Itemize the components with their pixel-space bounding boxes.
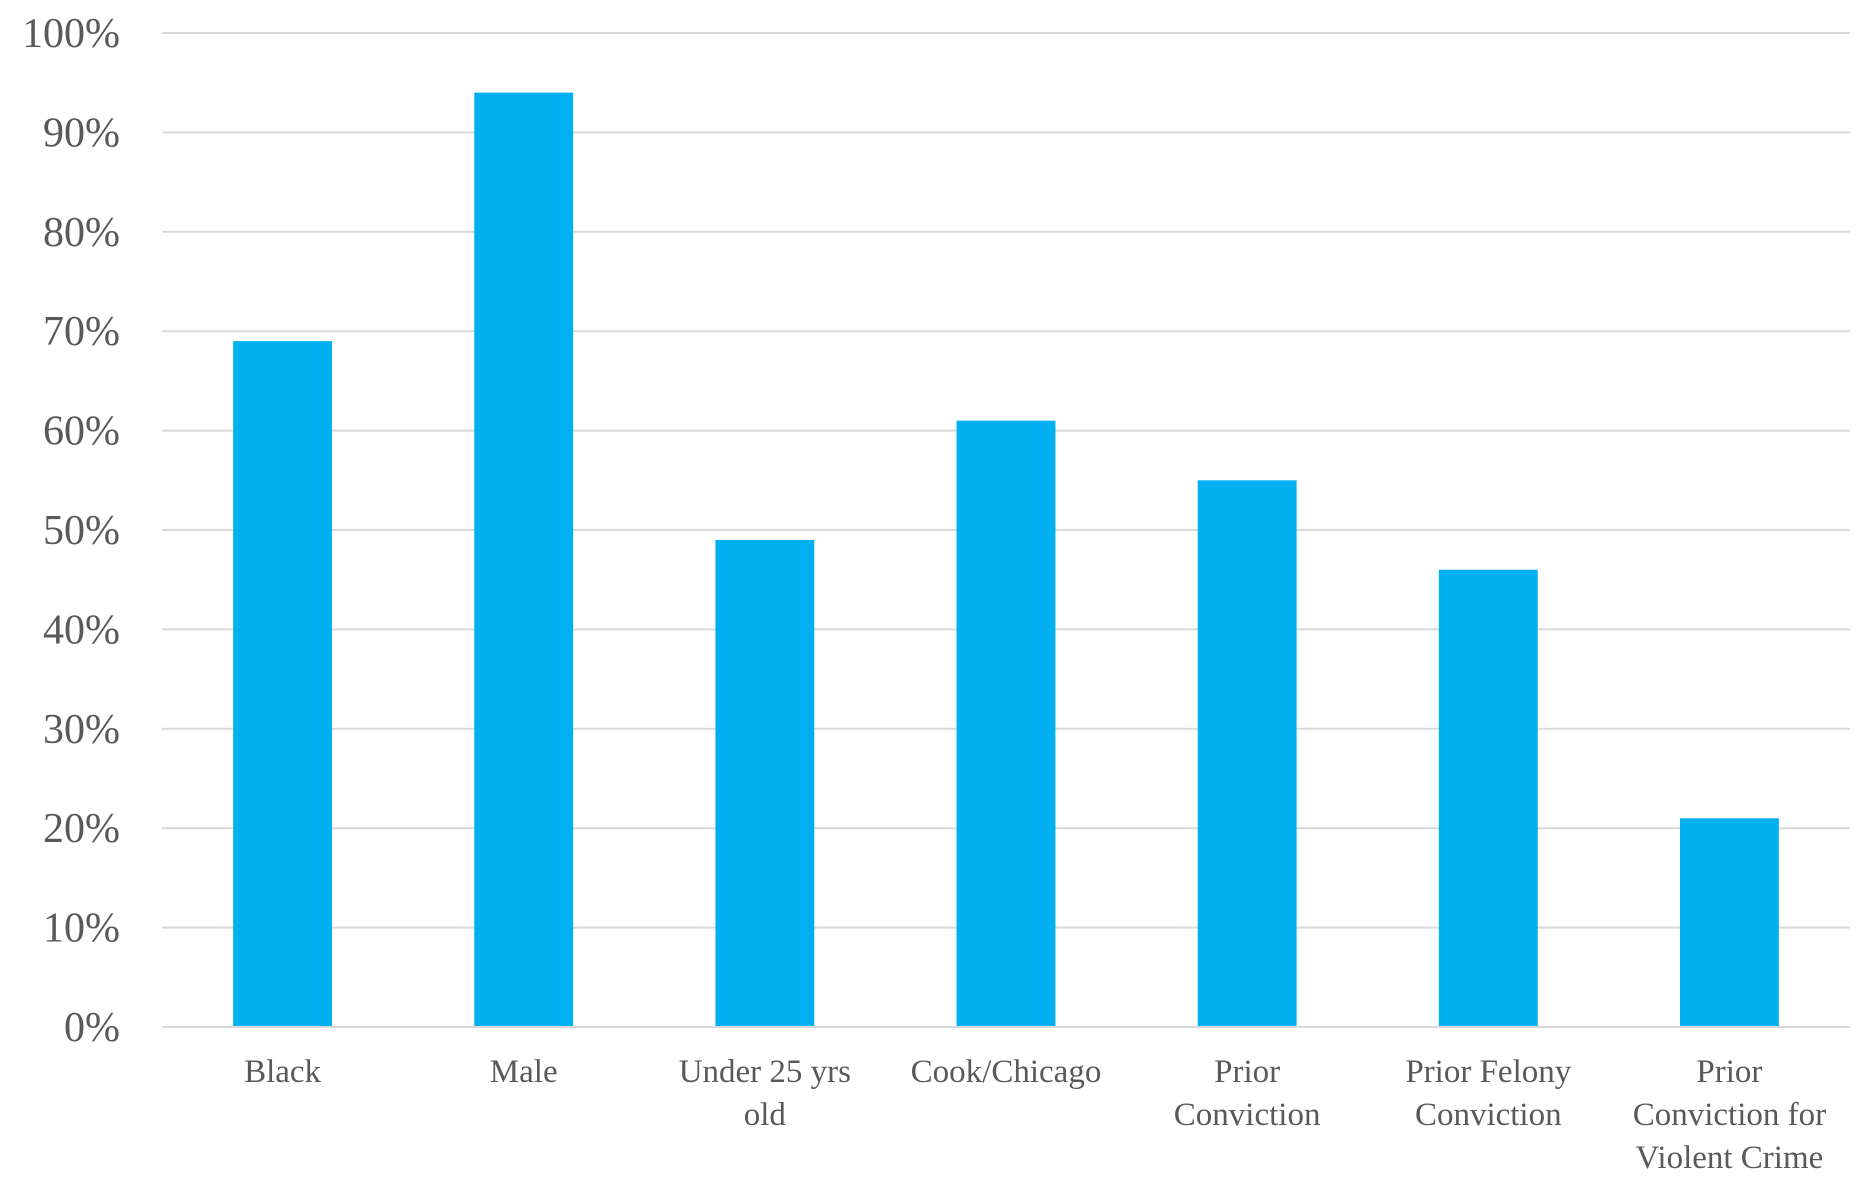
- y-tick-label: 100%: [22, 11, 120, 57]
- bars: [233, 92, 1779, 1027]
- x-category-label: Prior Conviction for Violent Crime: [1633, 1054, 1826, 1176]
- bar: [474, 92, 574, 1027]
- y-tick-label: 30%: [43, 707, 120, 753]
- y-tick-label: 60%: [43, 409, 120, 455]
- y-tick-label: 50%: [43, 508, 120, 554]
- x-category-label: Prior Felony Conviction: [1405, 1054, 1571, 1133]
- x-axis-category-labels: Black Male Under 25 yrs old Cook/Chicago Prio…: [244, 1054, 1826, 1176]
- y-tick-label: 40%: [43, 607, 120, 653]
- y-tick-label: 10%: [43, 906, 120, 952]
- bar: [1197, 480, 1297, 1027]
- y-tick-label: 90%: [43, 110, 120, 156]
- y-tick-label: 70%: [43, 309, 120, 355]
- bar: [1679, 818, 1779, 1027]
- y-tick-label: 80%: [43, 210, 120, 256]
- x-category-label: Cook/Chicago: [911, 1054, 1102, 1090]
- bar: [1438, 569, 1538, 1027]
- y-tick-label: 0%: [64, 1005, 120, 1051]
- y-axis-ticks: 0% 10% 20% 30% 40% 50% 60% 70% 80% 90% 100%: [22, 11, 120, 1051]
- x-category-label: Prior Conviction: [1174, 1054, 1321, 1133]
- x-category-label: Under 25 yrs old: [679, 1054, 851, 1133]
- y-tick-label: 20%: [43, 806, 120, 852]
- bar: [956, 420, 1056, 1027]
- bar: [715, 539, 815, 1027]
- bar: [233, 341, 333, 1027]
- x-category-label: Male: [490, 1054, 558, 1090]
- x-category-label: Black: [244, 1054, 321, 1090]
